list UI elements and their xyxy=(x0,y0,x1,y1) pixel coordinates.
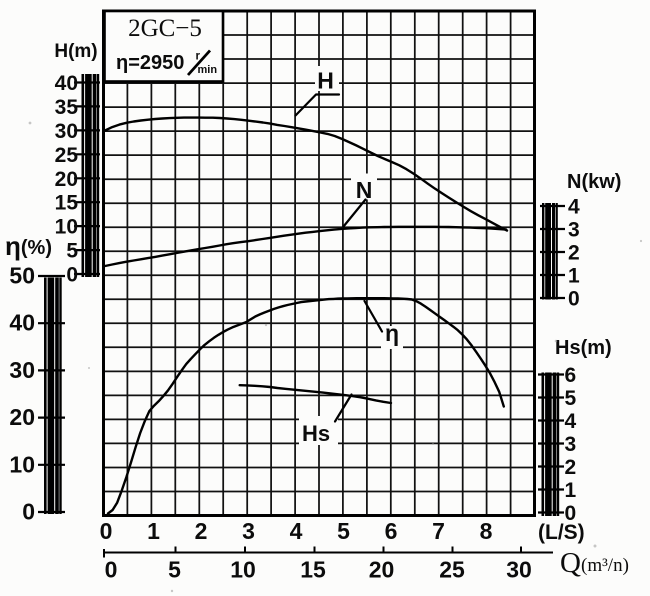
svg-text:η: η xyxy=(385,320,399,346)
svg-text:2: 2 xyxy=(195,518,208,544)
svg-text:3: 3 xyxy=(242,518,255,544)
svg-text:N: N xyxy=(356,177,373,203)
svg-text:20: 20 xyxy=(369,557,395,583)
svg-text:25: 25 xyxy=(439,557,465,583)
svg-text:3: 3 xyxy=(565,433,577,456)
svg-text:5: 5 xyxy=(337,518,350,544)
svg-text:4: 4 xyxy=(568,196,580,219)
svg-text:3: 3 xyxy=(568,219,580,242)
svg-text:1: 1 xyxy=(147,518,160,544)
svg-text:8: 8 xyxy=(480,518,493,544)
svg-text:2GC−5: 2GC−5 xyxy=(128,15,202,42)
svg-text:25: 25 xyxy=(55,144,79,167)
svg-text:(m³/n): (m³/n) xyxy=(581,555,629,576)
svg-text:2: 2 xyxy=(565,456,577,479)
svg-text:min: min xyxy=(198,64,218,76)
svg-text:η=2950: η=2950 xyxy=(116,52,184,74)
svg-text:Q: Q xyxy=(560,547,581,579)
svg-text:40: 40 xyxy=(55,72,78,95)
svg-text:30: 30 xyxy=(9,357,35,383)
svg-text:15: 15 xyxy=(300,557,326,583)
svg-text:0: 0 xyxy=(568,288,580,311)
svg-text:5: 5 xyxy=(168,557,181,583)
svg-text:20: 20 xyxy=(55,168,78,191)
svg-text:2: 2 xyxy=(568,242,580,265)
svg-text:4: 4 xyxy=(290,518,303,544)
svg-text:10: 10 xyxy=(230,557,256,583)
svg-text:Hs: Hs xyxy=(302,421,330,446)
svg-text:0: 0 xyxy=(66,264,78,287)
svg-text:r: r xyxy=(196,51,201,63)
svg-text:50: 50 xyxy=(9,263,35,289)
svg-text:η(%): η(%) xyxy=(5,231,52,261)
svg-text:6: 6 xyxy=(385,518,398,544)
svg-text:20: 20 xyxy=(9,404,35,430)
svg-text:40: 40 xyxy=(9,310,35,336)
svg-text:N(kw): N(kw) xyxy=(567,171,621,193)
svg-text:5: 5 xyxy=(66,240,78,263)
svg-text:0: 0 xyxy=(105,557,118,583)
svg-text:10: 10 xyxy=(55,216,78,239)
svg-text:1: 1 xyxy=(568,265,580,288)
svg-text:H: H xyxy=(317,68,334,94)
svg-text:0: 0 xyxy=(22,499,35,525)
svg-text:0: 0 xyxy=(100,518,113,544)
svg-text:1: 1 xyxy=(565,479,577,502)
svg-text:35: 35 xyxy=(55,96,79,119)
svg-text:4: 4 xyxy=(565,410,577,433)
svg-text:30: 30 xyxy=(55,120,78,143)
svg-text:30: 30 xyxy=(506,557,532,583)
svg-text:(L/S): (L/S) xyxy=(538,521,585,544)
svg-text:15: 15 xyxy=(55,192,79,215)
svg-text:H(m): H(m) xyxy=(54,41,97,62)
svg-text:7: 7 xyxy=(432,518,445,544)
svg-text:10: 10 xyxy=(9,451,35,477)
svg-text:5: 5 xyxy=(565,387,577,410)
svg-text:6: 6 xyxy=(565,364,577,387)
svg-text:Hs(m): Hs(m) xyxy=(555,337,612,359)
svg-text:0: 0 xyxy=(565,502,577,525)
